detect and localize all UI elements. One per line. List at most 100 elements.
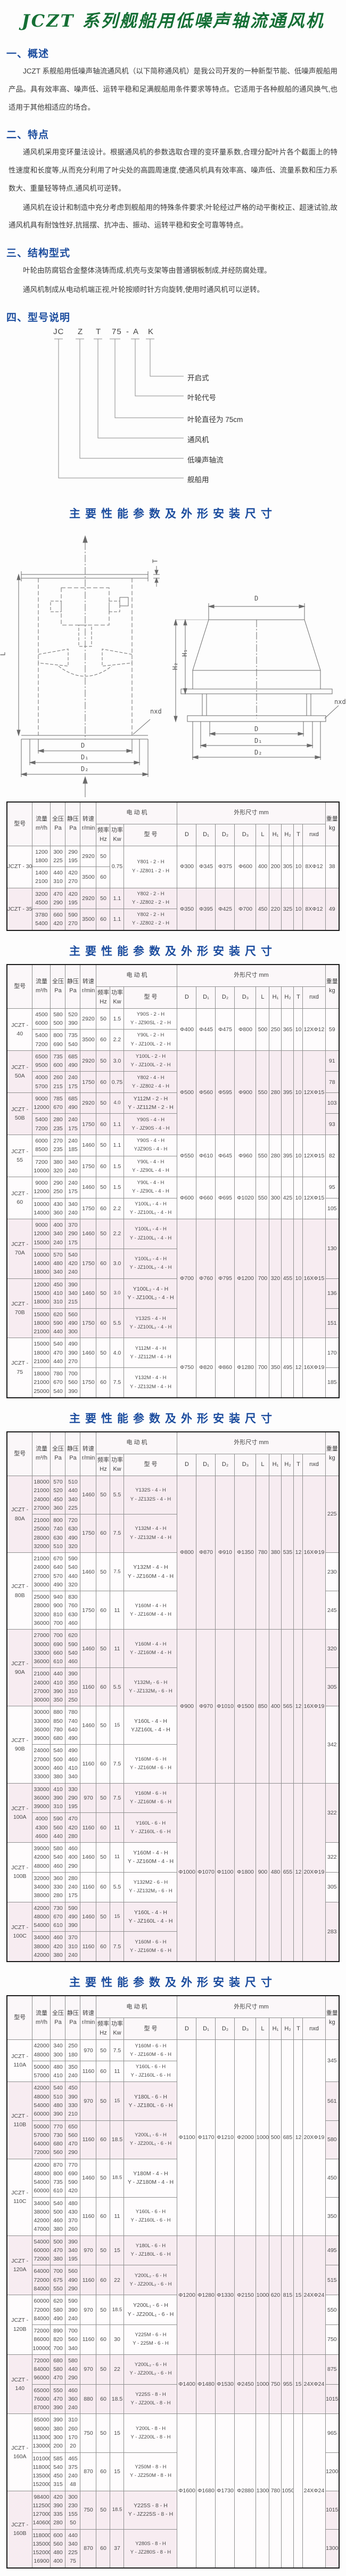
weight-header: 重量 kg (325, 1431, 340, 1476)
table-cell: 780 (256, 1475, 270, 1630)
table-cell: 93 (325, 1113, 340, 1135)
column-header: nxd (302, 2018, 326, 2040)
table-cell: 570 520 450 360 (50, 1475, 66, 1515)
column-header: L (256, 2018, 270, 2040)
table-cell: Y90L - 4 - H Y - JZ90L - 4 - H (123, 1177, 178, 1198)
table-cell: 460 360 240 (65, 2384, 81, 2415)
dimensions-group-header: 外形尺寸 mm (177, 801, 326, 824)
table-cell: Φ1020 (234, 1177, 257, 1220)
motor-group-header: 电 动 机 (96, 1431, 178, 1454)
table-cell: 890 820 700 (50, 2324, 66, 2355)
weight-header: 重量 kg (325, 1995, 340, 2040)
table-cell: 1.5 (110, 1155, 125, 1178)
table-cell: 450 (256, 887, 270, 931)
table-cell: 490 390 270 (65, 1338, 81, 1368)
dimensions-group-header: 外形尺寸 mm (177, 1995, 326, 2019)
table-cell: Y180M - 4 - H Y - JZ180M - 4 - H (123, 2158, 178, 2198)
table-cell: Y200L₂ - 6 - H Y - JZ200L₂ - 6 - H (123, 2265, 178, 2296)
table-cell: 1160 (80, 2120, 97, 2159)
model-cell: JCZT - 75 (6, 1338, 33, 1398)
table-cell: 1460 (80, 2158, 97, 2198)
table-cell: Φ970 (196, 1629, 216, 1784)
table-cell: 580 440 290 (65, 2354, 81, 2385)
table-cell: 310 260 170 20 (65, 2413, 81, 2453)
table-cell: 500 (269, 2039, 282, 2236)
table-cell: 10 (293, 1050, 303, 1136)
table-cell: 4.0 (110, 1338, 125, 1368)
table-cell: 21000 24000 27000 30000 (32, 1552, 51, 1592)
table-cell: 200 (269, 845, 282, 888)
table-cell: 970 (80, 2354, 97, 2385)
table-cell: 970 (80, 1783, 97, 1813)
table-cell: Y802 - 2 - H Y - JZ802 - 2 - H (123, 887, 178, 910)
table-cell: Φ760 (196, 1219, 216, 1339)
table-cell: 24XΦ24 (302, 2354, 326, 2415)
paragraph: 通风机在设计和制造中充分考虑到舰船用的特殊条件要求;叶轮经过严格的动平衡校正、超… (9, 203, 337, 230)
table-cell: Y160M - 6 - H Y - JZ160M - 6 - H (123, 2039, 178, 2061)
table-cell: 460 420 380 (50, 1931, 66, 1962)
table-cell: 42000 48000 54000 60000 (32, 2158, 51, 2198)
table-cell: Φ1280 (234, 1338, 257, 1398)
table-cell: 22 (110, 2265, 125, 2296)
table-cell: Y90L - 2 - H Y - JZ100L - 2 - H (123, 1029, 178, 1051)
table-cell: 400 340 240 (50, 1219, 66, 1249)
column-header: 全压 Pa (50, 1431, 66, 1476)
table-cell: 880 (80, 2384, 97, 2415)
table-cell: 540 500 460 380 (50, 1744, 66, 1784)
column-header: 流量 m³/h (32, 1995, 51, 2040)
table-cell: 5.5 (110, 1308, 125, 1339)
table-cell: 870 (80, 2529, 97, 2569)
table-cell: 440 410 390 350 (50, 1667, 66, 1707)
table-cell: 1460 (80, 1552, 97, 1592)
column-header: 频率 Hz (96, 986, 111, 1009)
table-cell: Φ425 (215, 887, 235, 931)
table-cell: Y132M2 - 6 - H Y - JZ132M₂ - 6 - H (123, 1872, 178, 1902)
table-cell: Y90S - 4 - H Y - JZ90S - 4 - H (123, 1113, 178, 1135)
table-cell: 780 670 540 (50, 1367, 66, 1398)
table-cell: 15 (110, 1706, 125, 1745)
table-cell: 60 (96, 2384, 111, 2415)
table-cell: JCZT - 110B (6, 2081, 33, 2159)
table-cell: 10 (293, 845, 303, 888)
column-header: L (256, 1453, 270, 1477)
table-cell: 10000 14000 18000 (32, 1248, 51, 1279)
table-cell: 18.5 (110, 2120, 125, 2159)
table-cell: Y100L₂ - 4 - H Y - JZ100L₂ - 4 - H (123, 1278, 178, 1309)
table-cell: 1750 (80, 1197, 97, 1220)
table-cell: 34000 38000 42000 47000 (32, 2197, 51, 2236)
table-cell: 95 (325, 1177, 340, 1198)
table-cell: 240 175 (65, 1177, 81, 1198)
table-cell: 680 580 470 (50, 2354, 66, 2385)
table-cell: 4000 4300 4600 (32, 1812, 51, 1843)
table-cell: 2920 (80, 1050, 97, 1072)
table-cell: 870 800 735 610 (50, 2158, 66, 2198)
table-cell: 590 390 240 (65, 2295, 81, 2326)
table-cell: 970 (80, 2081, 97, 2121)
table-cell: 50 (96, 1629, 111, 1668)
model-code-connector-lines (54, 338, 184, 478)
table-cell: 32000 34000 38000 (32, 1872, 51, 1902)
table-cell: 1750 (80, 1071, 97, 1093)
table-cell: 1160 (80, 1744, 97, 1784)
table-cell: 1750 (80, 1113, 97, 1135)
table-cell: 7.5 (110, 1931, 125, 1962)
table-cell: Y225M - 6 - H Y - 225M - 6 - H (123, 2324, 178, 2355)
table-cell: Φ375 (215, 845, 235, 888)
table-cell: 240 175 (65, 1113, 81, 1135)
column-header: 流量 m³/h (32, 1431, 51, 1476)
table-cell: Φ600 (234, 845, 257, 888)
table-cell: 660 420 (50, 909, 66, 931)
table-cell: Φ695 (215, 1177, 235, 1220)
table-cell: Y160M - 4 - H Y - JZ160M - 4 - H (123, 1842, 178, 1873)
table-cell: 50 (96, 845, 111, 868)
table-cell: Y160L - 4 - H YJZ160L - 4 - H (123, 1706, 178, 1745)
table-cell: 4500 6000 (32, 1008, 51, 1030)
table-cell: JCZT - 50B (6, 1092, 33, 1136)
column-header: D (177, 823, 197, 846)
column-header: 频率 Hz (96, 823, 111, 846)
table-cell: 1015 (325, 2490, 340, 2530)
table-cell: 1160 (80, 2197, 97, 2236)
table-cell: 1000 (256, 2235, 270, 2355)
table-cell: 620 590 540 460 (65, 1629, 81, 1668)
table-cell: 11 (110, 1842, 125, 1873)
